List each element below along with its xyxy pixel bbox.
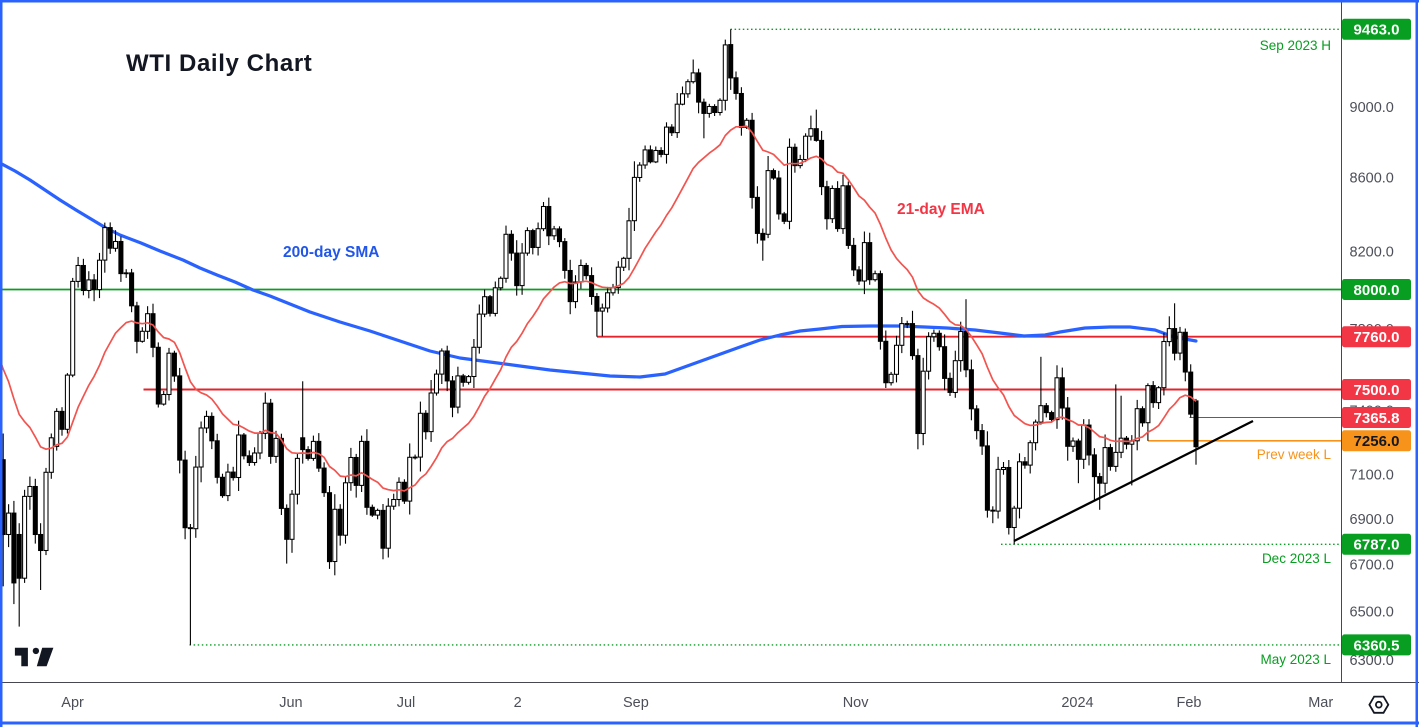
svg-text:Jul: Jul — [397, 695, 416, 711]
svg-text:9463.0: 9463.0 — [1354, 22, 1400, 39]
svg-text:2024: 2024 — [1061, 695, 1093, 711]
svg-text:Mar: Mar — [1308, 695, 1333, 711]
svg-text:May 2023 L: May 2023 L — [1260, 652, 1331, 667]
svg-text:Jun: Jun — [279, 695, 302, 711]
svg-text:8600.0: 8600.0 — [1350, 171, 1394, 187]
svg-text:6700.0: 6700.0 — [1350, 558, 1394, 574]
svg-text:8200.0: 8200.0 — [1350, 245, 1394, 261]
svg-text:7760.0: 7760.0 — [1354, 329, 1400, 346]
svg-text:8000.0: 8000.0 — [1354, 282, 1400, 299]
svg-text:7365.8: 7365.8 — [1354, 410, 1400, 427]
svg-text:6787.0: 6787.0 — [1354, 537, 1400, 554]
svg-text:Sep 2023 H: Sep 2023 H — [1260, 38, 1331, 53]
svg-text:2: 2 — [514, 695, 522, 711]
svg-text:6900.0: 6900.0 — [1350, 512, 1394, 528]
svg-text:6300.0: 6300.0 — [1350, 653, 1394, 669]
svg-text:200-day SMA: 200-day SMA — [283, 244, 379, 261]
svg-text:9000.0: 9000.0 — [1350, 100, 1394, 116]
svg-text:7100.0: 7100.0 — [1350, 468, 1394, 484]
svg-text:Apr: Apr — [61, 695, 84, 711]
svg-text:Feb: Feb — [1177, 695, 1202, 711]
svg-text:WTI Daily Chart: WTI Daily Chart — [126, 50, 312, 77]
svg-text:Prev week L: Prev week L — [1257, 447, 1332, 462]
svg-text:21-day EMA: 21-day EMA — [897, 201, 985, 218]
svg-text:6360.5: 6360.5 — [1354, 637, 1400, 654]
svg-text:Nov: Nov — [843, 695, 870, 711]
svg-text:Sep: Sep — [623, 695, 649, 711]
svg-text:Dec 2023 L: Dec 2023 L — [1262, 551, 1332, 566]
svg-text:7256.0: 7256.0 — [1354, 433, 1400, 450]
svg-text:7500.0: 7500.0 — [1354, 382, 1400, 399]
svg-text:6500.0: 6500.0 — [1350, 605, 1394, 621]
